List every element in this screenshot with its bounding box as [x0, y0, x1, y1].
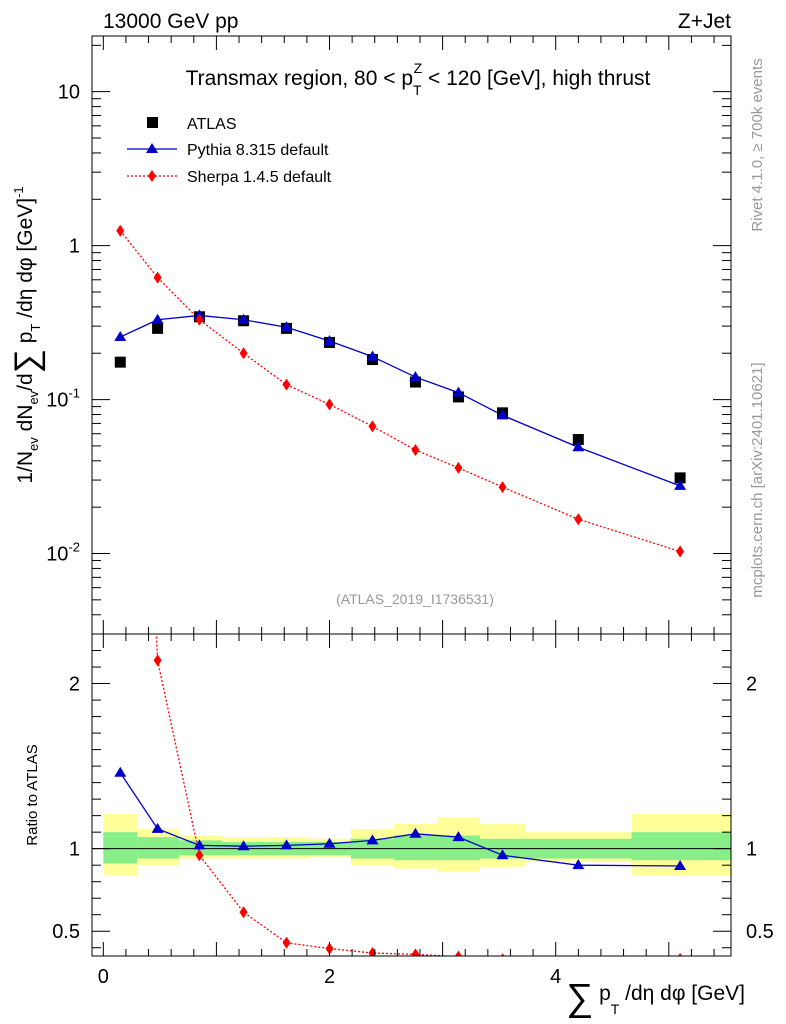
pythia-point: [114, 330, 127, 341]
sherpa-point: [676, 545, 685, 558]
side-label-rivet: Rivet 4.1.0, ≥ 700k events: [749, 58, 766, 231]
header-right: Z+Jet: [678, 10, 731, 33]
atlas-point: [152, 322, 164, 334]
ratio-pythia-point: [409, 827, 422, 838]
sherpa-point: [239, 347, 248, 360]
ratio-tick-label-left: 1: [69, 839, 80, 861]
ratio-pythia-point: [114, 766, 127, 777]
ratio-pythia-point: [323, 837, 336, 848]
ratio-pythia-point: [496, 849, 509, 860]
pythia-point: [674, 479, 687, 490]
ratio-panel: 2 2 1 1 0.5 0.5 0 2 4 Ratio to ATLAS: [24, 633, 774, 988]
ratio-tick-label-left: 0.5: [52, 921, 80, 943]
sherpa-point: [411, 444, 420, 457]
ratio-pythia-point: [151, 822, 164, 833]
legend-marker-pythia: [146, 143, 158, 153]
pythia-point: [151, 313, 164, 324]
ratio-tick-label-right: 2: [746, 674, 757, 696]
ratio-ticks: 2 2 1 1 0.5 0.5 0 2 4: [52, 634, 774, 988]
ratio-line-sherpa: [155, 634, 459, 956]
ratio-sherpa-point: [153, 654, 162, 667]
ratio-sherpa-point: [239, 906, 248, 919]
pythia-point: [237, 313, 250, 324]
pythia-point: [366, 350, 379, 361]
sherpa-point: [195, 313, 204, 326]
legend-label-pythia: Pythia 8.315 default: [187, 142, 329, 159]
atlas-point: [572, 434, 584, 446]
ratio-pythia-point: [193, 839, 206, 850]
x-axis-label: ∑ pT /dη dφ [GeV]: [566, 977, 745, 1019]
ratio-sherpa-point: [678, 952, 683, 956]
legend-label-atlas: ATLAS: [187, 116, 237, 133]
sherpa-point: [454, 461, 463, 474]
y-tick-label: 1: [69, 236, 80, 258]
ratio-tick-label-right: 0.5: [746, 921, 774, 943]
series-line-pythia: [120, 314, 681, 487]
pythia-point: [280, 321, 293, 332]
ratio-tick-label-right: 1: [746, 839, 757, 861]
ratio-sherpa-point: [500, 953, 505, 956]
ratio-series-clip: [114, 634, 687, 970]
ratio-pythia-point: [674, 860, 687, 871]
ratio-frame: [91, 633, 732, 957]
ratio-band-inner: [103, 832, 138, 864]
ratio-pythia-point: [572, 859, 585, 870]
ratio-sherpa-point: [195, 849, 204, 862]
legend-label-sherpa: Sherpa 1.4.5 default: [187, 169, 332, 186]
sherpa-point: [368, 420, 377, 433]
ratio-line-pythia: [119, 772, 681, 867]
pythia-point: [572, 441, 585, 452]
ratio-pythia-point: [452, 831, 465, 842]
ratio-series: [114, 634, 687, 970]
legend-marker-sherpa: [148, 170, 156, 182]
ratio-sherpa-point: [368, 947, 377, 956]
sherpa-point: [116, 224, 125, 237]
x-tick-label: 2: [324, 966, 335, 988]
sherpa-point: [153, 271, 162, 284]
y-axis-label: 1/Nev dNev/d∑ pT /dη dφ [GeV]-1: [8, 186, 46, 483]
ratio-pythia-point: [366, 834, 379, 845]
pythia-point: [452, 386, 465, 397]
ratio-sherpa-point: [282, 936, 291, 949]
main-ticks: 10 1 10-1 10-2: [46, 36, 731, 635]
main-series: [114, 224, 687, 558]
ratio-y-label: Ratio to ATLAS: [24, 744, 41, 845]
ratio-tick-label-left: 2: [69, 674, 80, 696]
y-tick-label: 10-2: [46, 540, 80, 566]
ratio-band-inner: [631, 832, 731, 861]
sherpa-point: [282, 378, 291, 391]
pythia-point: [323, 335, 336, 346]
side-label-mcplots: mcplots.cern.ch [arXiv:2401.10621]: [749, 362, 766, 597]
ratio-sherpa-point: [574, 958, 582, 970]
analysis-id: (ATLAS_2019_I1736531): [336, 591, 494, 607]
atlas-point: [114, 356, 126, 368]
y-tick-label: 10: [58, 82, 80, 104]
x-tick-label: 0: [98, 966, 109, 988]
header-left: 13000 GeV pp: [103, 10, 238, 33]
pythia-point: [496, 409, 509, 420]
ratio-band-inner: [137, 837, 180, 859]
ratio-pythia-point: [237, 840, 250, 851]
ratio-sherpa-point: [454, 950, 462, 956]
sherpa-point: [498, 481, 507, 494]
atlas-point: [674, 472, 686, 484]
ratio-sherpa-point: [411, 948, 420, 956]
ratio-pythia-point: [280, 839, 293, 850]
ratio-band-inner: [393, 835, 437, 861]
pythia-point: [409, 371, 422, 382]
series-line-sherpa: [119, 230, 681, 553]
chart-title: Transmax region, 80 < pTZ < 120 [GeV], h…: [186, 60, 651, 98]
legend: ATLAS Pythia 8.315 default Sherpa 1.4.5 …: [127, 116, 332, 186]
main-panel: 10 1 10-1 10-2 Transmax region, 80 < pTZ < …: [8, 35, 732, 635]
atlas-point: [409, 376, 421, 388]
y-tick-label: 10-1: [46, 386, 80, 412]
x-tick-label: 4: [550, 966, 561, 988]
atlas-point: [452, 391, 464, 403]
sherpa-point: [325, 398, 334, 411]
sherpa-point: [574, 513, 583, 526]
legend-marker-atlas: [147, 117, 158, 128]
